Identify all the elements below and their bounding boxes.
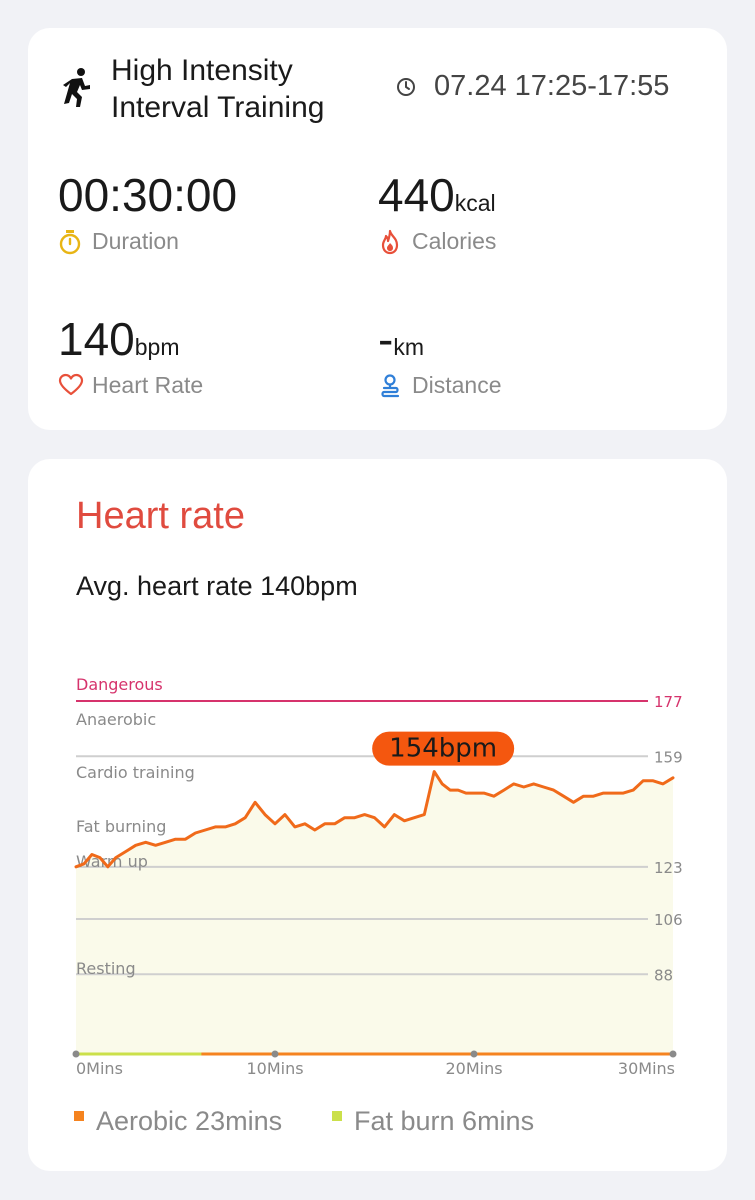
zone-threshold-cardio-training: 123 — [654, 859, 683, 877]
heart-rate-chart[interactable]: 177 Dangerous 159 Anaerobic 123 Cardio traini… — [68, 664, 698, 1084]
x-tick-label-1: 10Mins — [246, 1059, 303, 1078]
zone-threshold-fat-burning: 106 — [654, 911, 683, 929]
duration-value: 00:30:00 — [58, 169, 238, 221]
workout-time-range: 07.24 17:25-17:55 — [434, 70, 670, 102]
x-tick-dot-1 — [271, 1050, 279, 1058]
heart-rate-line — [74, 770, 675, 869]
zone-label-resting: Resting — [76, 959, 136, 978]
running-person-icon — [63, 68, 90, 107]
zone-label-dangerous: Dangerous — [76, 675, 163, 694]
calories-unit: kcal — [454, 190, 496, 216]
flame-icon — [381, 229, 399, 255]
peak-callout-bubble — [372, 731, 515, 766]
zone-threshold-warm-up: 88 — [654, 966, 673, 984]
legend-fat-burn-swatch — [332, 1111, 342, 1121]
distance-label: Distance — [412, 372, 502, 398]
x-tick-label-0: 0Mins — [76, 1059, 123, 1078]
zone-threshold-anaerobic: 159 — [654, 748, 683, 766]
calories-value: 440 — [378, 169, 455, 221]
workout-title-line1: High Intensity — [111, 54, 293, 87]
heart-rate-value: 140 — [58, 313, 135, 365]
clock-icon — [397, 78, 415, 96]
heart-rate-label: Heart Rate — [92, 372, 204, 398]
workout-title-line2: Interval Training — [111, 91, 325, 124]
zone-label-anaerobic: Anaerobic — [76, 710, 156, 729]
zone-label-cardio-training: Cardio training — [76, 763, 195, 782]
x-tick-label-3: 30Mins — [618, 1059, 675, 1078]
heart-rate-metric: 140bpm Heart Rate — [58, 313, 203, 398]
duration-label: Duration — [92, 228, 179, 254]
location-route-icon — [381, 374, 400, 398]
average-heart-rate: Avg. heart rate 140bpm — [76, 571, 358, 601]
calories-metric: 440kcal Calories — [378, 169, 496, 255]
x-tick-dot-2 — [470, 1050, 478, 1058]
workout-title: High Intensity Interval Training — [111, 52, 324, 126]
stopwatch-icon — [59, 230, 81, 255]
x-tick-label-2: 20Mins — [445, 1059, 502, 1078]
calories-label: Calories — [412, 228, 497, 254]
heart-rate-unit: bpm — [134, 334, 180, 360]
zone-label-fat-burning: Fat burning — [76, 817, 166, 836]
duration-metric: 00:30:00 Duration — [58, 169, 238, 255]
distance-metric: -km Distance — [378, 313, 501, 398]
x-tick-dot-0 — [72, 1050, 80, 1058]
heart-rate-title: Heart rate — [76, 495, 245, 537]
heart-icon — [58, 373, 84, 396]
peak-callout-label: 154bpm — [389, 734, 497, 764]
legend-aerobic-label: Aerobic 23mins — [96, 1106, 283, 1136]
x-tick-dot-3 — [669, 1050, 677, 1058]
distance-unit: km — [393, 334, 424, 360]
legend-aerobic-swatch — [74, 1111, 84, 1121]
legend-fat-burn-label: Fat burn 6mins — [354, 1106, 535, 1136]
heart-rate-card: Heart rate Avg. heart rate 140bpm 177 Dan… — [28, 459, 727, 1171]
workout-summary-card: High Intensity Interval Training 07.24 1… — [28, 28, 727, 430]
distance-value: - — [378, 313, 394, 365]
zone-threshold-dangerous: 177 — [654, 693, 683, 711]
chart-fill-area — [76, 771, 673, 1054]
